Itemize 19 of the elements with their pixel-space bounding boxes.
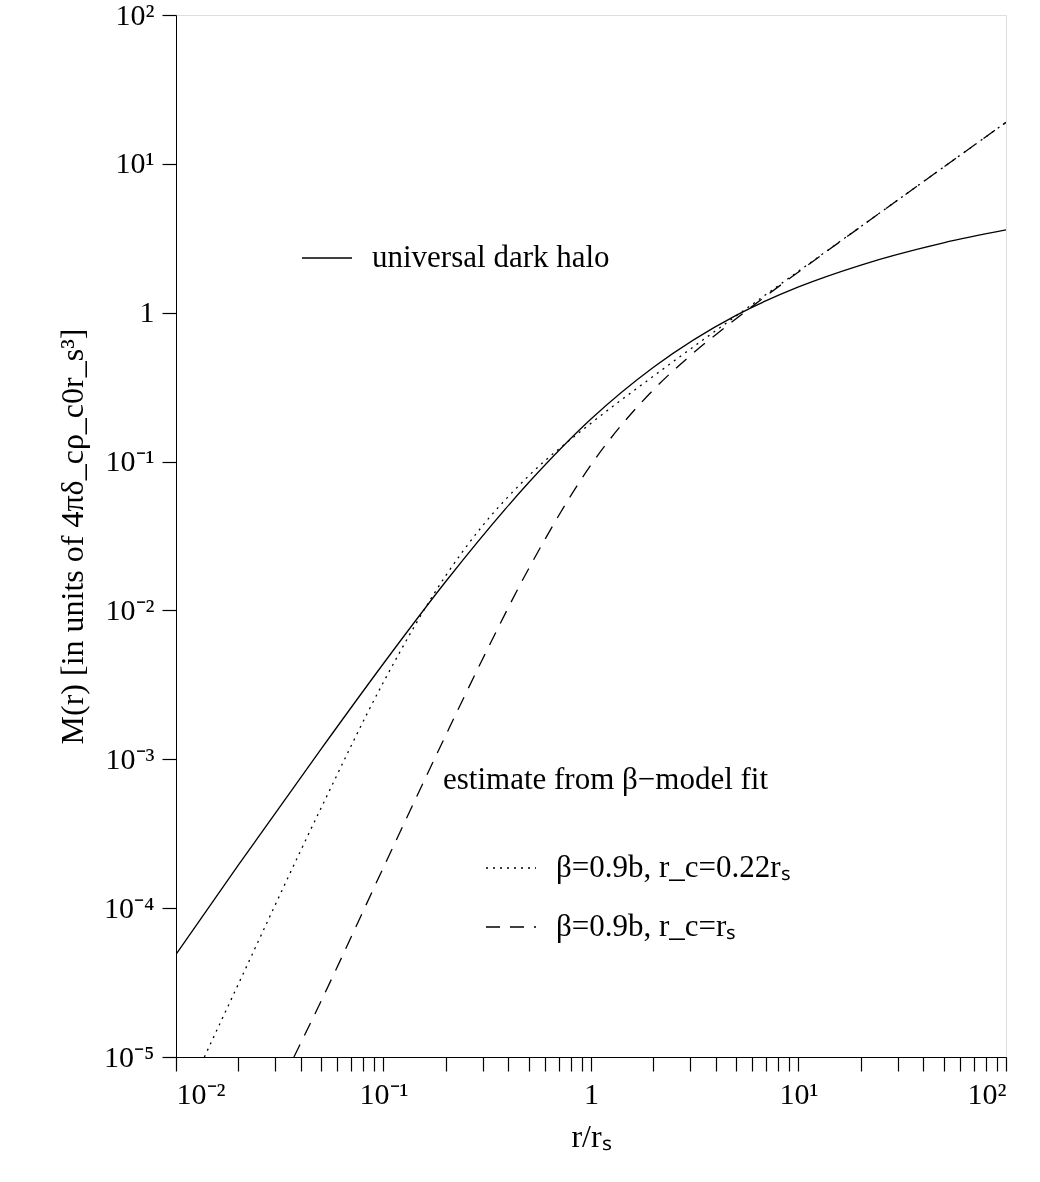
y-tick-label: 10¹ bbox=[115, 146, 155, 180]
y-tick-label: 10² bbox=[115, 0, 155, 31]
x-tick-label: 10² bbox=[967, 1076, 1007, 1110]
y-tick-label: 10⁻¹ bbox=[105, 444, 155, 478]
y-tick-label: 10⁻³ bbox=[105, 741, 155, 775]
x-tick-label: 10⁻¹ bbox=[359, 1076, 409, 1110]
x-tick-label: 10¹ bbox=[779, 1076, 819, 1110]
y-tick-label: 10⁻⁴ bbox=[104, 890, 155, 924]
y-axis-title: M(r) [in units of 4πδ_cρ_c0r_s³] bbox=[54, 328, 91, 745]
y-tick-label: 10⁻⁵ bbox=[104, 1039, 155, 1073]
x-tick-label: 1 bbox=[584, 1076, 599, 1110]
legend-title: estimate from β−model fit bbox=[443, 761, 769, 796]
legend-label: β=0.9b, r_c=rₛ bbox=[556, 908, 737, 943]
legend-label: universal dark halo bbox=[372, 239, 610, 274]
y-tick-label: 1 bbox=[139, 295, 155, 329]
legend-label: β=0.9b, r_c=0.22rₛ bbox=[556, 849, 791, 884]
y-tick-label: 10⁻² bbox=[105, 592, 155, 626]
x-tick-label: 10⁻² bbox=[176, 1076, 226, 1110]
x-axis-title: r/rₛ bbox=[571, 1117, 612, 1154]
